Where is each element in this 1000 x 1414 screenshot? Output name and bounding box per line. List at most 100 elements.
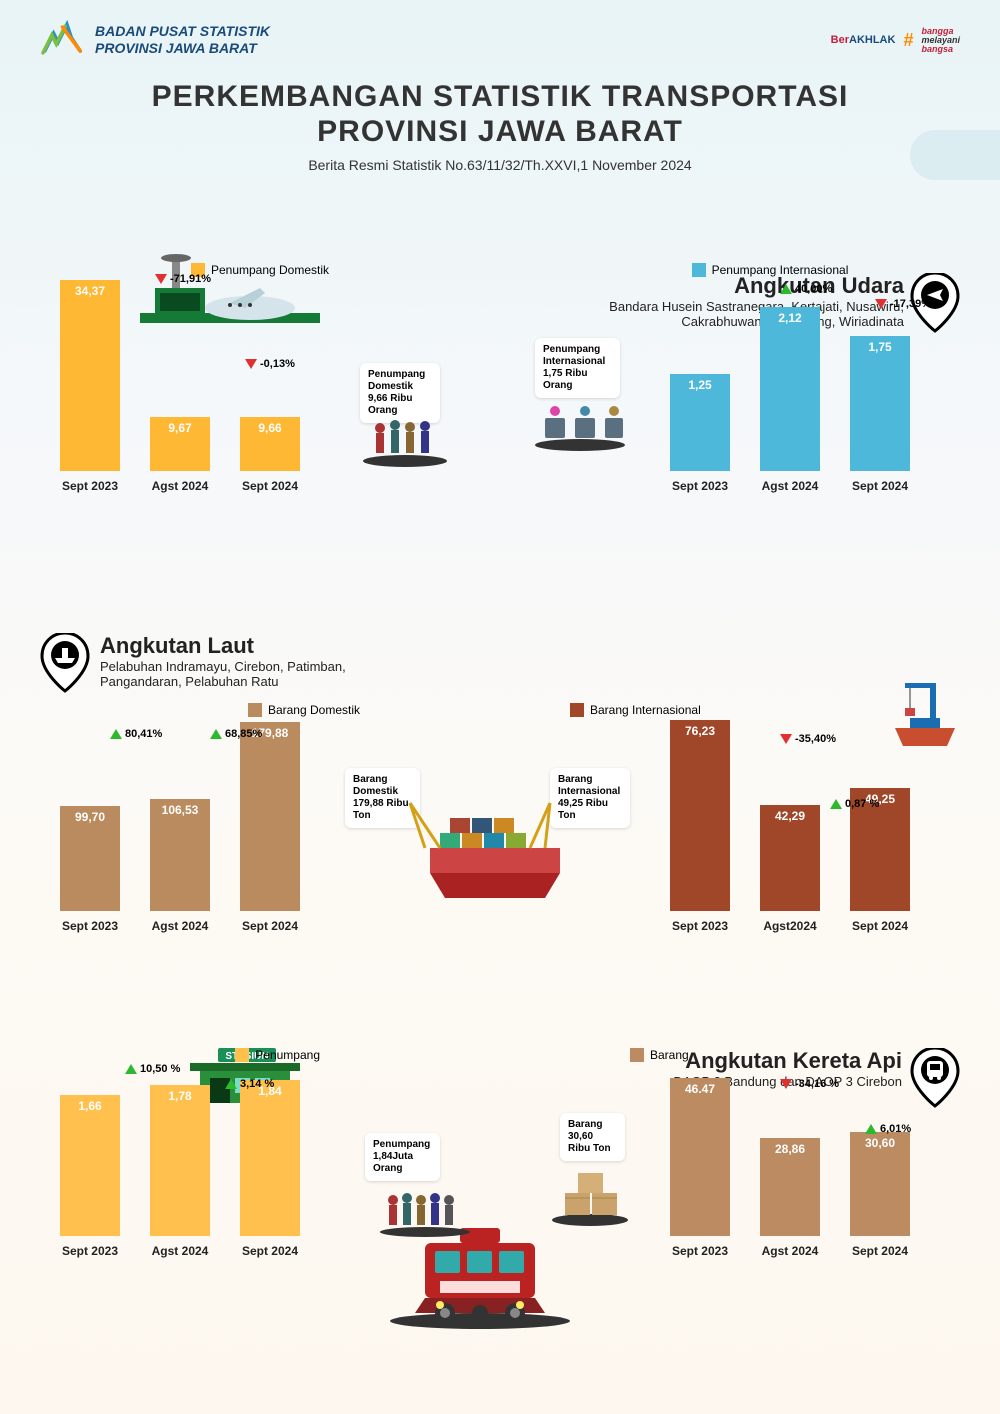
- bar-wrap: 28,86 Agst 2024: [760, 1138, 820, 1258]
- bar: 34,37: [60, 280, 120, 471]
- bar-value: 2,12: [760, 311, 820, 325]
- legend-label: Barang: [650, 1048, 689, 1062]
- up-arrow-icon: [210, 729, 222, 739]
- bar-label: Agst 2024: [762, 1244, 819, 1258]
- legend-label: Barang Domestik: [268, 703, 360, 717]
- rail-cargo-chart: Barang 46.47Sept 2023 28,86 Agst 2024 30,60…: [520, 1048, 960, 1258]
- bar-wrap: 1,66Sept 2023: [60, 1095, 120, 1258]
- bar-wrap: 1,78 Agst 2024: [150, 1085, 210, 1258]
- up-arrow-icon: [830, 799, 842, 809]
- sea-dom-pct1: 80,41%: [110, 728, 162, 740]
- bangga-logo: bangga melayani bangsa: [921, 27, 960, 54]
- bar-value: 30,60: [850, 1136, 910, 1150]
- swatch: [570, 703, 584, 717]
- bar-label: Sept 2023: [672, 919, 728, 933]
- bar: 1,25: [670, 374, 730, 471]
- org-line1: BADAN PUSAT STATISTIK: [95, 23, 270, 40]
- bar: 28,86: [760, 1138, 820, 1236]
- bar-label: Agst 2024: [152, 479, 209, 493]
- bar-wrap: 1,84 Sept 2024: [240, 1080, 300, 1258]
- bar-value: 46.47: [670, 1082, 730, 1096]
- bar-wrap: 179,88Sept 2024: [240, 722, 300, 933]
- bar-label: Agst 2024: [152, 1244, 209, 1258]
- crane-ship-icon: [875, 678, 970, 763]
- bar-value: 9,66: [240, 421, 300, 435]
- rail-passengers-legend: Penumpang: [40, 1048, 480, 1062]
- bar-value: 1,75: [850, 340, 910, 354]
- logo-left: BADAN PUSAT STATISTIK PROVINSI JAWA BARA…: [40, 20, 270, 60]
- bar-label: Sept 2023: [672, 479, 728, 493]
- bar-value: 99,70: [60, 810, 120, 824]
- bar-wrap: 9,66Sept 2024: [240, 417, 300, 493]
- bar-wrap: 1,75 Sept 2024: [850, 336, 910, 493]
- header: BADAN PUSAT STATISTIK PROVINSI JAWA BARA…: [40, 20, 960, 60]
- bar: 9,66: [240, 417, 300, 471]
- rail-pax-pct2: 3,14 %: [225, 1078, 274, 1090]
- down-arrow-icon: [780, 734, 792, 744]
- up-arrow-icon: [865, 1124, 877, 1134]
- air-dom-pct2: -0,13%: [245, 358, 295, 370]
- passengers-icon: [360, 413, 450, 473]
- seated-passengers-icon: [530, 393, 630, 458]
- bps-logo-icon: [40, 20, 85, 60]
- down-arrow-icon: [875, 299, 887, 309]
- legend-label: Penumpang Internasional: [712, 263, 849, 277]
- bar-wrap: 30,60 Sept 2024: [850, 1132, 910, 1258]
- sea-subtitle: Pelabuhan Indramayu, Cirebon, Patimban, …: [100, 659, 346, 689]
- bar-value: 28,86: [760, 1142, 820, 1156]
- bar-label: Sept 2023: [62, 479, 118, 493]
- title-block: PERKEMBANGAN STATISTIK TRANSPORTASI PROV…: [40, 80, 960, 173]
- bar-label: Sept 2024: [242, 1244, 298, 1258]
- bar-wrap: 2,12Agst 2024: [760, 307, 820, 493]
- bar-label: Sept 2023: [62, 919, 118, 933]
- air-intl-legend: Penumpang Internasional: [520, 263, 960, 277]
- rail-pax-callout: Penumpang 1,84Juta Orang: [365, 1133, 440, 1181]
- ship-pin-icon: [40, 633, 90, 693]
- bar-value: 1,25: [670, 378, 730, 392]
- air-intl-pct1: 40,00%: [780, 283, 832, 295]
- bar-wrap: 1,25 Sept 2023: [670, 374, 730, 493]
- air-intl-chart: Penumpang Internasional 1,25 Sept 2023 2,1…: [520, 263, 960, 493]
- sea-dom-pct2: 68,85%: [210, 728, 262, 740]
- sea-intl-pct2: 0,87 %: [830, 798, 879, 810]
- logo-right: BerAKHLAK # bangga melayani bangsa: [831, 27, 960, 54]
- bar-value: 76,23: [670, 724, 730, 738]
- bar: 76,23: [670, 720, 730, 911]
- rail-cargo-callout: Barang 30,60 Ribu Ton: [560, 1113, 625, 1161]
- bar-label: Sept 2024: [852, 919, 908, 933]
- up-arrow-icon: [125, 1064, 137, 1074]
- bar: 1,84: [240, 1080, 300, 1236]
- berakhlak-logo: BerAKHLAK: [831, 34, 896, 46]
- org-line2: PROVINSI JAWA BARAT: [95, 40, 270, 57]
- bar-value: 1,78: [150, 1089, 210, 1103]
- rail-section: STASIUN Angkutan Kereta Api DAOP 2 Bandu…: [40, 1048, 960, 1378]
- air-section: Angkutan Udara Bandara Husein Sastranega…: [40, 263, 960, 603]
- bar: 46.47: [670, 1078, 730, 1236]
- rail-cargo-legend: Barang: [520, 1048, 960, 1062]
- bar-value: 42,29: [760, 809, 820, 823]
- bar: 99,70: [60, 806, 120, 911]
- bar-label: Sept 2024: [852, 1244, 908, 1258]
- sea-header: Angkutan Laut Pelabuhan Indramayu, Cireb…: [40, 633, 960, 693]
- sea-section: Angkutan Laut Pelabuhan Indramayu, Cireb…: [40, 633, 960, 973]
- air-domestic-legend: Penumpang Domestik: [40, 263, 480, 277]
- bar-value: 106,53: [150, 803, 210, 817]
- org-name: BADAN PUSAT STATISTIK PROVINSI JAWA BARA…: [95, 23, 270, 57]
- rail-cargo-pct2: 6,01%: [865, 1123, 911, 1135]
- air-dom-pct1: -71,91%: [155, 273, 211, 285]
- bar-wrap: 46.47Sept 2023: [670, 1078, 730, 1258]
- down-arrow-icon: [155, 274, 167, 284]
- sea-intl-pct1: -35,40%: [780, 733, 836, 745]
- bar-wrap: 106,53 Agst 2024: [150, 799, 210, 933]
- bar-label: Agst 2024: [152, 919, 209, 933]
- bar-value: 9,67: [150, 421, 210, 435]
- subtitle: Berita Resmi Statistik No.63/11/32/Th.XX…: [40, 157, 960, 173]
- up-arrow-icon: [110, 729, 122, 739]
- bar-wrap: 42,29Agst2024: [760, 805, 820, 933]
- bar-wrap: 76,23 Sept 2023: [670, 720, 730, 933]
- sea-title: Angkutan Laut: [100, 633, 346, 659]
- main-title-line2: PROVINSI JAWA BARAT: [40, 115, 960, 150]
- bar-label: Sept 2023: [62, 1244, 118, 1258]
- bar-label: Sept 2024: [852, 479, 908, 493]
- bar-wrap: 9,67 Agst 2024: [150, 417, 210, 493]
